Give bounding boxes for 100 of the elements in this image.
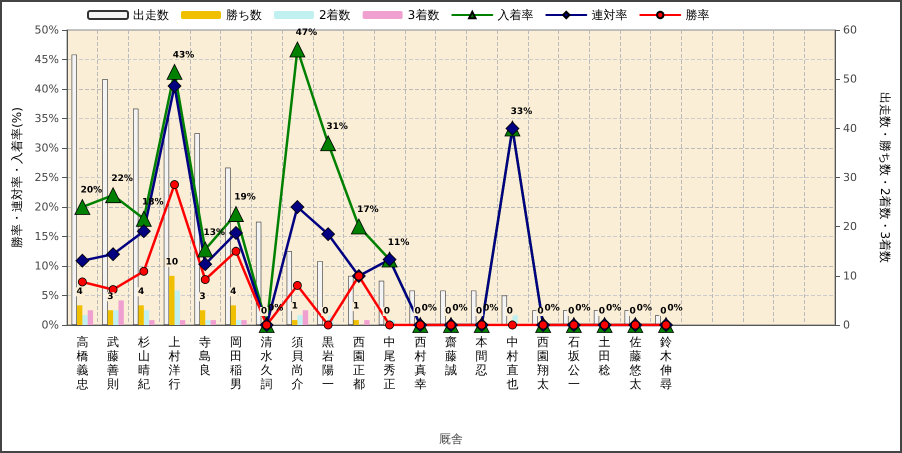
point bbox=[324, 320, 333, 330]
legend-label: 連対率 bbox=[591, 8, 628, 22]
bar bbox=[180, 320, 186, 325]
bar bbox=[205, 320, 211, 325]
bar bbox=[169, 276, 175, 325]
x-tick-label: 武藤善則 bbox=[107, 335, 120, 391]
y2-tick-label: 0 bbox=[843, 318, 850, 332]
point bbox=[197, 242, 214, 258]
point bbox=[290, 42, 306, 58]
y-axis-title: 勝率・連対率・入着率(%) bbox=[10, 107, 24, 248]
point bbox=[385, 320, 394, 330]
data-label: 22% bbox=[111, 174, 133, 184]
bar bbox=[149, 320, 155, 325]
x-tick-label: 須貝尚介 bbox=[291, 335, 304, 391]
bar bbox=[225, 168, 231, 325]
y-tick-label: 0% bbox=[42, 318, 59, 332]
bar bbox=[174, 290, 180, 325]
legend-label: 出走数 bbox=[133, 8, 169, 22]
bar bbox=[72, 54, 77, 325]
point bbox=[136, 224, 151, 238]
point bbox=[75, 254, 90, 268]
y-tick-label: 50% bbox=[34, 24, 59, 36]
y2-tick-label: 30 bbox=[843, 171, 857, 184]
data-label: 3 bbox=[107, 292, 114, 302]
data-label: 3 bbox=[199, 292, 206, 302]
bar bbox=[200, 310, 206, 325]
point bbox=[229, 226, 243, 240]
data-label: 0% bbox=[606, 304, 622, 314]
bar bbox=[292, 320, 298, 325]
x-tick-label: 清水久詞 bbox=[260, 335, 273, 391]
bar bbox=[118, 300, 124, 325]
legend-label: 3着数 bbox=[408, 8, 440, 22]
y-tick-label: 15% bbox=[34, 230, 59, 243]
bar bbox=[317, 261, 323, 325]
bar bbox=[470, 290, 476, 325]
data-label: 4 bbox=[138, 286, 144, 297]
bar bbox=[113, 310, 118, 325]
data-label: 4 bbox=[230, 286, 236, 297]
data-label: 47% bbox=[296, 28, 318, 38]
point bbox=[321, 227, 336, 242]
point bbox=[170, 180, 179, 189]
point bbox=[508, 320, 517, 330]
point bbox=[105, 187, 121, 204]
x-tick-label: 中尾秀正 bbox=[384, 335, 396, 391]
data-label: 11% bbox=[388, 238, 410, 248]
data-label: 31% bbox=[326, 122, 348, 132]
y2-tick-label: 10 bbox=[843, 269, 857, 282]
x-tick-label: 西園翔太 bbox=[537, 335, 550, 391]
y-tick-label: 10% bbox=[34, 260, 59, 272]
x-tick-label: 本間忍 bbox=[474, 335, 488, 377]
point bbox=[166, 64, 182, 80]
y2-axis-title: 出走数・勝ち数・2着数・3着数 bbox=[878, 92, 892, 264]
data-label: 0% bbox=[636, 304, 652, 314]
bar bbox=[297, 315, 303, 325]
bar bbox=[302, 310, 308, 325]
y2-tick-label: 50 bbox=[843, 72, 857, 86]
y-tick-label: 45% bbox=[34, 53, 59, 66]
data-label: 0 bbox=[414, 306, 421, 316]
y-tick-label: 5% bbox=[42, 289, 59, 302]
legend-label: 2着数 bbox=[319, 8, 351, 22]
data-label: 0 bbox=[537, 306, 544, 316]
legend-label: 勝率 bbox=[685, 8, 710, 22]
data-label: 19% bbox=[234, 192, 256, 203]
x-tick-label: 鈴木伸尋 bbox=[659, 335, 672, 391]
data-label: 0 bbox=[384, 306, 390, 316]
data-label: 4 bbox=[76, 286, 83, 297]
data-label: 0 bbox=[260, 306, 268, 316]
point bbox=[228, 206, 244, 222]
x-tick-label: 中村直也 bbox=[505, 335, 518, 391]
legend-label: 入着率 bbox=[497, 8, 534, 22]
bar bbox=[88, 310, 94, 325]
point bbox=[198, 257, 212, 272]
bar bbox=[236, 320, 242, 325]
point bbox=[168, 79, 182, 93]
data-label: 0% bbox=[575, 304, 591, 314]
x-tick-label: 土田稔 bbox=[598, 335, 611, 377]
point bbox=[74, 199, 90, 215]
y-tick-label: 20% bbox=[34, 200, 59, 214]
bar bbox=[82, 315, 88, 325]
x-tick-label: 佐藤悠太 bbox=[628, 335, 642, 391]
x-tick-label: 西村真幸 bbox=[413, 335, 426, 391]
data-label: 0 bbox=[660, 306, 666, 316]
y-tick-label: 30% bbox=[34, 142, 59, 154]
data-label: 0 bbox=[598, 306, 606, 316]
point bbox=[350, 218, 367, 234]
point bbox=[290, 200, 304, 214]
x-tick-label: 岡田稲男 bbox=[230, 335, 242, 391]
point bbox=[78, 278, 87, 286]
bar bbox=[76, 305, 82, 325]
bar bbox=[108, 310, 114, 325]
data-label: 1 bbox=[292, 302, 298, 312]
data-label: 0 bbox=[322, 306, 329, 316]
x-tick-label: 高橋義忠 bbox=[75, 335, 88, 391]
data-label: 17% bbox=[357, 205, 379, 216]
x-tick-label: 齋藤誠 bbox=[445, 335, 457, 377]
data-label: 20% bbox=[80, 186, 102, 196]
bar bbox=[353, 320, 359, 325]
y2-tick-label: 60 bbox=[843, 24, 857, 36]
bar bbox=[138, 305, 144, 325]
point bbox=[293, 281, 302, 290]
